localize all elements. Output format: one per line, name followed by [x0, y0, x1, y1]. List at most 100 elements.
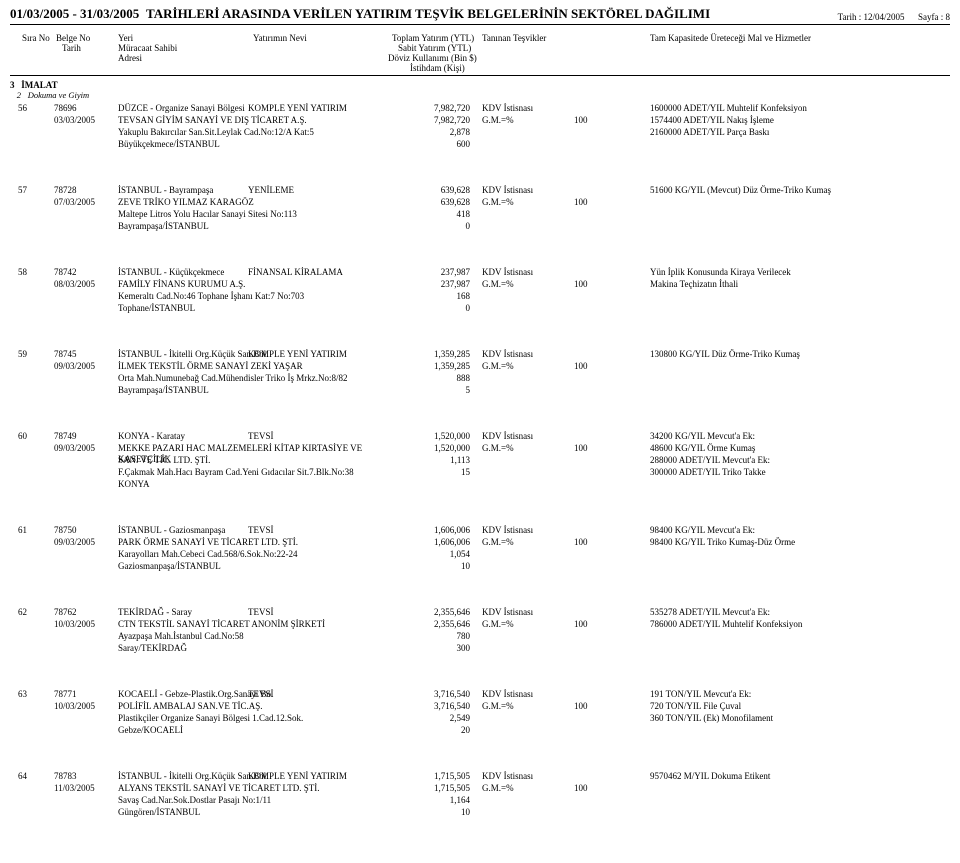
- sabit-yatirim: 1,359,285: [410, 361, 470, 372]
- yeri-nevi: İSTANBUL - İkitelli Org.Küçük San.Böl. K…: [118, 349, 408, 360]
- nevi: KOMPLE YENİ YATIRIM: [248, 349, 347, 360]
- section-sub-no: 2: [17, 90, 21, 100]
- belge-tarih: 07/03/2005: [54, 197, 114, 208]
- tarih-value: 12/04/2005: [863, 12, 904, 22]
- adres-2: Bayrampaşa/İSTANBUL: [118, 385, 408, 396]
- table-row: 647878311/03/2005 İSTANBUL - İkitelli Or…: [10, 771, 950, 831]
- tesvik-2-value: 100: [574, 443, 604, 454]
- belge-tarih: 09/03/2005: [54, 443, 114, 454]
- tesvik-2: G.M.=%: [482, 361, 562, 372]
- adres-2: Tophane/İSTANBUL: [118, 303, 408, 314]
- toplam-yatirim: 7,982,720: [410, 103, 470, 114]
- nevi: TEVSİ: [248, 431, 274, 442]
- tesvik-2: G.M.=%: [482, 115, 562, 126]
- muracaat-sahibi: ALYANS TEKSTİL SANAYİ VE TİCARET LTD. ŞT…: [118, 783, 408, 794]
- nevi: TEVSİ: [248, 607, 274, 618]
- tesvik-2-value: 100: [574, 361, 604, 372]
- title-dates: 01/03/2005 - 31/03/2005: [10, 6, 139, 21]
- istihdam: 20: [410, 725, 470, 736]
- tesvik-1: KDV İstisnası: [482, 185, 562, 196]
- toplam-yatirim: 3,716,540: [410, 689, 470, 700]
- nevi: TEVSİ: [248, 525, 274, 536]
- column-headers: Sıra No Belge No Tarih Yeri Müracaat Sah…: [10, 33, 950, 73]
- sira-no: 60: [18, 431, 48, 442]
- col-kapasite: Tam Kapasitede Üreteceği Mal ve Hizmetle…: [650, 33, 811, 44]
- kapasite-3: 2160000 ADET/YIL Parça Baskı: [650, 127, 950, 138]
- nevi: FİNANSAL KİRALAMA: [248, 267, 343, 278]
- toplam-yatirim: 639,628: [410, 185, 470, 196]
- doviz-kullanimi: 2,549: [410, 713, 470, 724]
- tesvik-2: G.M.=%: [482, 197, 562, 208]
- muracaat-sahibi-2: SAN. VE TİC. LTD. ŞTİ.: [118, 455, 408, 466]
- belge-tarih: 09/03/2005: [54, 361, 114, 372]
- tesvik-2-value: 100: [574, 783, 604, 794]
- col-adresi: Adresi: [118, 53, 142, 64]
- sira-no: 61: [18, 525, 48, 536]
- tesvik-2: G.M.=%: [482, 701, 562, 712]
- title-text: TARİHLERİ ARASINDA VERİLEN YATIRIM TEŞVİ…: [146, 6, 710, 21]
- tesvik-2-value: 100: [574, 701, 604, 712]
- adres-2: KONYA: [118, 479, 408, 490]
- kapasite-2: 720 TON/YIL File Çuval: [650, 701, 950, 712]
- sira-no: 59: [18, 349, 48, 360]
- table-row: 617875009/03/2005 İSTANBUL - Gaziosmanpa…: [10, 525, 950, 585]
- adres-1: Plastikçiler Organize Sanayi Bölgesi 1.C…: [118, 713, 408, 724]
- kapasite-2: 48600 KG/YIL Örme Kumaş: [650, 443, 950, 454]
- yeri: İSTANBUL - İkitelli Org.Küçük San.Böl.: [118, 349, 269, 360]
- tesvik-1: KDV İstisnası: [482, 525, 562, 536]
- doviz-kullanimi: 1,164: [410, 795, 470, 806]
- tesvik-1: KDV İstisnası: [482, 431, 562, 442]
- kapasite-1: 1600000 ADET/YIL Muhtelif Konfeksiyon: [650, 103, 950, 114]
- report-title: 01/03/2005 - 31/03/2005 TARİHLERİ ARASIN…: [10, 6, 950, 22]
- tesvik-1: KDV İstisnası: [482, 771, 562, 782]
- tesvik-2: G.M.=%: [482, 537, 562, 548]
- table-row: 597874509/03/2005 İSTANBUL - İkitelli Or…: [10, 349, 950, 409]
- doviz-kullanimi: 780: [410, 631, 470, 642]
- kapasite-2: 786000 ADET/YIL Muhtelif Konfeksiyon: [650, 619, 950, 630]
- col-tesvik: Tanınan Teşvikler: [482, 33, 546, 44]
- table-row: 587874208/03/2005 İSTANBUL - Küçükçekmec…: [10, 267, 950, 327]
- kapasite-1: 51600 KG/YIL (Mevcut) Düz Örme-Triko Kum…: [650, 185, 950, 196]
- muracaat-sahibi: CTN TEKSTİL SANAYİ TİCARET ANONİM ŞİRKET…: [118, 619, 408, 630]
- adres-1: Yakuplu Bakırcılar San.Sit.Leylak Cad.No…: [118, 127, 408, 138]
- doviz-kullanimi: 2,878: [410, 127, 470, 138]
- toplam-yatirim: 2,355,646: [410, 607, 470, 618]
- kapasite-1: 535278 ADET/YIL Mevcut'a Ek:: [650, 607, 950, 618]
- tarih-label: Tarih :: [838, 12, 862, 22]
- adres-2: Büyükçekmece/İSTANBUL: [118, 139, 408, 150]
- belge-no: 78783: [54, 771, 114, 782]
- istihdam: 0: [410, 303, 470, 314]
- toplam-yatirim: 1,520,000: [410, 431, 470, 442]
- table-row: 607874909/03/2005 KONYA - Karatay TEVSİ …: [10, 431, 950, 503]
- istihdam: 0: [410, 221, 470, 232]
- kapasite-2: Makina Teçhizatın İthali: [650, 279, 950, 290]
- yeri: İSTANBUL - İkitelli Org.Küçük San.Böl.: [118, 771, 269, 782]
- sabit-yatirim: 1,715,505: [410, 783, 470, 794]
- sayfa-label: Sayfa :: [918, 12, 943, 22]
- sabit-yatirim: 2,355,646: [410, 619, 470, 630]
- doviz-kullanimi: 888: [410, 373, 470, 384]
- sabit-yatirim: 1,606,006: [410, 537, 470, 548]
- nevi: KOMPLE YENİ YATIRIM: [248, 103, 347, 114]
- belge-no: 78750: [54, 525, 114, 536]
- adres-2: Gaziosmanpaşa/İSTANBUL: [118, 561, 408, 572]
- belge-no: 78762: [54, 607, 114, 618]
- doviz-kullanimi: 1,054: [410, 549, 470, 560]
- nevi: TEVSİ: [248, 689, 274, 700]
- muracaat-sahibi: ZEVE TRİKO YILMAZ KARAGÖZ: [118, 197, 408, 208]
- istihdam: 600: [410, 139, 470, 150]
- kapasite-1: Yün İplik Konusunda Kiraya Verilecek: [650, 267, 950, 278]
- sabit-yatirim: 237,987: [410, 279, 470, 290]
- sabit-yatirim: 7,982,720: [410, 115, 470, 126]
- yeri: TEKİRDAĞ - Saray: [118, 607, 192, 618]
- kapasite-3: 360 TON/YIL (Ek) Monofilament: [650, 713, 950, 724]
- table-row: 627876210/03/2005 TEKİRDAĞ - Saray TEVSİ…: [10, 607, 950, 667]
- title-rule: [10, 24, 950, 25]
- belge-tarih: 10/03/2005: [54, 619, 114, 630]
- section-header: 3 İMALAT 2 Dokuma ve Giyim: [10, 80, 950, 102]
- tesvik-2-value: 100: [574, 537, 604, 548]
- adres-2: Gebze/KOCAELİ: [118, 725, 408, 736]
- col-istihdam: İstihdam (Kişi): [410, 63, 465, 74]
- adres-1: Karayolları Mah.Cebeci Cad.568/6.Sok.No:…: [118, 549, 408, 560]
- tesvik-1: KDV İstisnası: [482, 267, 562, 278]
